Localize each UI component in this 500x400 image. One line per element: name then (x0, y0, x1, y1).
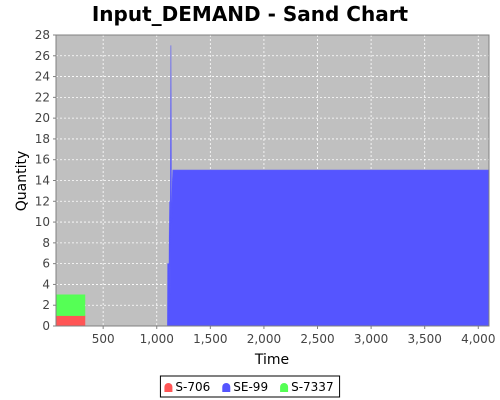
legend-swatch-se-99 (222, 383, 231, 392)
grid-lines (56, 34, 489, 326)
x-tick-label: 500 (92, 332, 115, 346)
y-tick-label: 22 (35, 90, 50, 104)
y-tick-label: 28 (35, 28, 50, 42)
y-tick-label: 8 (42, 236, 50, 250)
y-tick-label: 6 (42, 257, 50, 271)
x-axis-label: Time (254, 352, 289, 368)
y-tick-label: 18 (35, 132, 50, 146)
x-tick-label: 1,000 (140, 332, 174, 346)
chart-title: Input_DEMAND - Sand Chart (92, 2, 409, 26)
x-tick-labels: 500 1,000 1,500 2,000 2,500 3,000 3,500 4,000 (92, 326, 495, 346)
series-area-s-706 (55, 315, 86, 327)
y-tick-label: 4 (42, 277, 50, 291)
legend-label-s-7337: S-7337 (291, 380, 334, 394)
y-tick-label: 24 (35, 70, 50, 84)
y-tick-label: 10 (35, 215, 50, 229)
y-tick-label: 20 (35, 111, 50, 125)
y-tick-label: 26 (35, 49, 50, 63)
y-axis-label: Quantity (14, 151, 30, 212)
y-tick-label: 0 (42, 319, 50, 333)
legend-label-s-706: S-706 (175, 380, 210, 394)
series-area-s-7337 (55, 294, 86, 316)
legend-box (159, 375, 341, 398)
legend-swatch-s-706 (164, 383, 173, 392)
x-tick-label: 2,500 (300, 332, 334, 346)
legend-swatch-s-7337 (280, 383, 289, 392)
x-tick-label: 1,500 (193, 332, 227, 346)
x-tick-label: 2,000 (247, 332, 281, 346)
legend: S-706 SE-99 S-7337 (159, 375, 341, 398)
legend-label-se-99: SE-99 (233, 380, 268, 394)
y-tick-label: 16 (35, 153, 50, 167)
y-tick-label: 2 (42, 298, 50, 312)
x-tick-label: 3,000 (354, 332, 388, 346)
x-tick-label: 4,000 (461, 332, 495, 346)
x-tick-label: 3,500 (408, 332, 442, 346)
y-tick-label: 14 (35, 174, 50, 188)
y-tick-label: 12 (35, 194, 50, 208)
